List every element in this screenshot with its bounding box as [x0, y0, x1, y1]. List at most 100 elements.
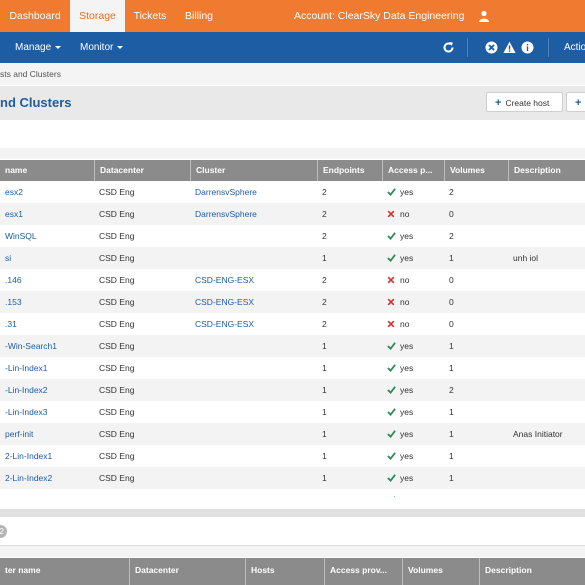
- col-header-hosts[interactable]: Hosts: [245, 558, 324, 585]
- info-icon[interactable]: [521, 41, 534, 54]
- host-access: yes: [382, 357, 444, 379]
- tab-storage[interactable]: Storage: [70, 0, 125, 32]
- breadcrumb[interactable]: sts and Clusters: [0, 69, 61, 79]
- host-description: [508, 489, 585, 497]
- col-header-volumes[interactable]: Volumes: [402, 558, 479, 585]
- manage-menu[interactable]: Manage: [15, 32, 62, 63]
- horizontal-scrollbar[interactable]: [0, 509, 585, 517]
- table-row[interactable]: .146 CSD Eng CSD-ENG-ESX 2 no 0: [0, 269, 585, 291]
- host-name-link[interactable]: -Lin-Index1: [5, 363, 48, 373]
- host-name-link[interactable]: [0, 489, 94, 497]
- table-row[interactable]: .153 CSD Eng CSD-ENG-ESX 2 no 0: [0, 291, 585, 313]
- table-row[interactable]: -Lin-Index2 CSD Eng 1 yes 2: [0, 379, 585, 401]
- host-endpoints: 1: [322, 407, 327, 417]
- host-cluster-link[interactable]: CSD-ENG-ESX: [195, 297, 255, 307]
- check-icon: [387, 430, 396, 438]
- table-row[interactable]: si CSD Eng 1 yes 1 unh iol: [0, 247, 585, 269]
- host-name-link[interactable]: -Lin-Index2: [5, 385, 48, 395]
- access-text: no: [400, 297, 410, 307]
- create-host-button[interactable]: + Create host: [486, 92, 563, 112]
- host-cluster-link[interactable]: [190, 335, 317, 357]
- host-cluster-link[interactable]: CSD-ENG-ESX: [195, 275, 255, 285]
- table-row[interactable]: WinSQL CSD Eng 2 yes 2: [0, 225, 585, 247]
- actions-menu[interactable]: Actio: [564, 42, 585, 53]
- host-name-link[interactable]: WinSQL: [5, 231, 37, 241]
- host-cluster-link[interactable]: [190, 445, 317, 467]
- host-name-link[interactable]: .153: [5, 297, 22, 307]
- host-name-link[interactable]: 2-Lin-Index1: [5, 451, 53, 461]
- host-endpoints: 2: [322, 319, 327, 329]
- host-name-link[interactable]: esx1: [5, 209, 23, 219]
- host-name-link[interactable]: esx2: [5, 187, 23, 197]
- host-description: [508, 181, 585, 203]
- host-cluster-link[interactable]: [190, 467, 317, 489]
- user-icon[interactable]: [478, 10, 490, 22]
- col-header-description[interactable]: Description: [479, 558, 585, 585]
- access-text: yes: [400, 451, 414, 461]
- col-header-endpoints[interactable]: Endpoints: [317, 160, 382, 181]
- col-header-access-prov[interactable]: Access prov...: [324, 558, 402, 585]
- host-datacenter: CSD Eng: [99, 429, 135, 439]
- host-cluster-link[interactable]: [190, 357, 317, 379]
- col-header-cluster[interactable]: Cluster: [190, 160, 317, 181]
- host-name-link[interactable]: 2-Lin-Index2: [5, 473, 53, 483]
- host-access: no: [382, 313, 444, 335]
- table-row[interactable]: esx2 CSD Eng DarrensvSphere 2 yes 2: [0, 181, 585, 203]
- refresh-icon[interactable]: [442, 41, 455, 54]
- host-cluster-link[interactable]: CSD-ENG-ESX: [195, 319, 255, 329]
- create-cluster-button[interactable]: +: [566, 92, 585, 112]
- host-cluster-link[interactable]: [190, 423, 317, 445]
- monitor-menu[interactable]: Monitor: [80, 32, 124, 63]
- table-row[interactable]: esx1 CSD Eng DarrensvSphere 2 no 0: [0, 203, 585, 225]
- access-text: yes: [400, 495, 413, 497]
- account-name[interactable]: Account: ClearSky Data Engineering: [294, 10, 465, 22]
- table-row[interactable]: CSD Eng 1 yes 1: [0, 489, 585, 497]
- host-cluster-link[interactable]: [190, 247, 317, 269]
- host-name-link[interactable]: si: [5, 253, 12, 263]
- host-access: no: [382, 269, 444, 291]
- col-header-volumes[interactable]: Volumes: [444, 160, 508, 181]
- col-header-cluster-name[interactable]: ter name: [5, 565, 41, 575]
- col-header-description[interactable]: Description: [508, 160, 585, 181]
- col-header-name[interactable]: name: [5, 165, 28, 175]
- check-icon: [387, 386, 396, 394]
- host-name-link[interactable]: -Win-Search1: [5, 341, 57, 351]
- host-datacenter: CSD Eng: [99, 275, 135, 285]
- col-header-datacenter[interactable]: Datacenter: [129, 558, 245, 585]
- host-name-link[interactable]: .146: [5, 275, 22, 285]
- access-text: no: [400, 319, 410, 329]
- table-row[interactable]: -Lin-Index3 CSD Eng 1 yes 1: [0, 401, 585, 423]
- col-header-datacenter[interactable]: Datacenter: [94, 160, 190, 181]
- host-description: Anas Initiator: [513, 429, 563, 439]
- host-cluster-link[interactable]: [190, 489, 317, 497]
- host-datacenter: CSD Eng: [99, 473, 135, 483]
- host-datacenter: CSD Eng: [99, 407, 135, 417]
- access-text: yes: [400, 253, 414, 263]
- close-circle-icon[interactable]: [485, 41, 498, 54]
- host-cluster-link[interactable]: DarrensvSphere: [195, 209, 257, 219]
- host-name-link[interactable]: .31: [5, 319, 17, 329]
- table-row[interactable]: 2-Lin-Index1 CSD Eng 1 yes 1: [0, 445, 585, 467]
- table-row[interactable]: perf-init CSD Eng 1 yes 1 Anas Initiator: [0, 423, 585, 445]
- col-header-access[interactable]: Access p...: [382, 160, 444, 181]
- tab-dashboard[interactable]: Dashboard: [9, 10, 61, 22]
- table-row[interactable]: -Win-Search1 CSD Eng 1 yes 1: [0, 335, 585, 357]
- host-cluster-link[interactable]: [190, 379, 317, 401]
- host-cluster-link[interactable]: DarrensvSphere: [195, 187, 257, 197]
- table-row[interactable]: 2-Lin-Index2 CSD Eng 1 yes 1: [0, 467, 585, 489]
- x-icon: [387, 298, 395, 306]
- host-cluster-link[interactable]: [190, 401, 317, 423]
- warning-icon[interactable]: [503, 41, 516, 54]
- table-row[interactable]: .31 CSD Eng CSD-ENG-ESX 2 no 0: [0, 313, 585, 335]
- plus-icon: +: [495, 97, 502, 109]
- host-volumes: 0: [449, 209, 454, 219]
- tab-tickets[interactable]: Tickets: [133, 10, 167, 22]
- x-icon: [387, 276, 395, 284]
- host-name-link[interactable]: perf-init: [5, 429, 34, 439]
- section-divider: [0, 545, 585, 546]
- host-name-link[interactable]: -Lin-Index3: [5, 407, 48, 417]
- tab-billing[interactable]: Billing: [184, 10, 213, 22]
- host-description: [508, 269, 585, 291]
- host-cluster-link[interactable]: [190, 225, 317, 247]
- table-row[interactable]: -Lin-Index1 CSD Eng 1 yes 1: [0, 357, 585, 379]
